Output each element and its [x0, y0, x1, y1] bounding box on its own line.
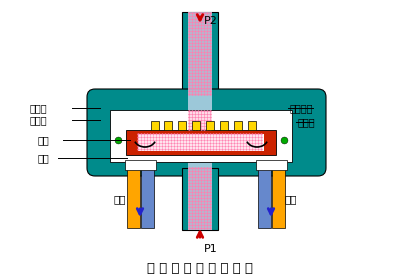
- Bar: [164, 121, 172, 130]
- Text: 引线: 引线: [38, 153, 50, 163]
- FancyBboxPatch shape: [87, 89, 326, 176]
- Text: 硅杯: 硅杯: [38, 135, 50, 145]
- Text: P1: P1: [204, 244, 218, 254]
- Bar: [138, 134, 264, 151]
- Bar: [151, 121, 159, 130]
- Bar: [110, 110, 292, 162]
- Bar: [141, 168, 154, 228]
- Bar: [125, 160, 156, 170]
- Text: 电流: 电流: [114, 194, 126, 204]
- Bar: [188, 12, 212, 230]
- Text: 硅膜片: 硅膜片: [298, 117, 316, 127]
- Bar: [127, 168, 140, 228]
- Bar: [182, 168, 218, 230]
- Bar: [178, 121, 186, 130]
- Text: 扩 散 硅 式 压 力 传 感 器: 扩 散 硅 式 压 力 传 感 器: [147, 261, 253, 275]
- Bar: [256, 160, 287, 170]
- Text: P2: P2: [204, 16, 218, 26]
- Bar: [182, 12, 218, 97]
- Bar: [272, 168, 285, 228]
- Bar: [206, 121, 214, 130]
- Bar: [234, 121, 242, 130]
- Bar: [258, 168, 271, 228]
- Text: 低压腔: 低压腔: [30, 103, 48, 113]
- Bar: [126, 130, 276, 155]
- Text: 扩散电阻: 扩散电阻: [290, 103, 314, 113]
- Text: 高压腔: 高压腔: [30, 115, 48, 125]
- Bar: [220, 121, 228, 130]
- Bar: [192, 121, 200, 130]
- Bar: [248, 121, 256, 130]
- Text: 电流: 电流: [285, 194, 297, 204]
